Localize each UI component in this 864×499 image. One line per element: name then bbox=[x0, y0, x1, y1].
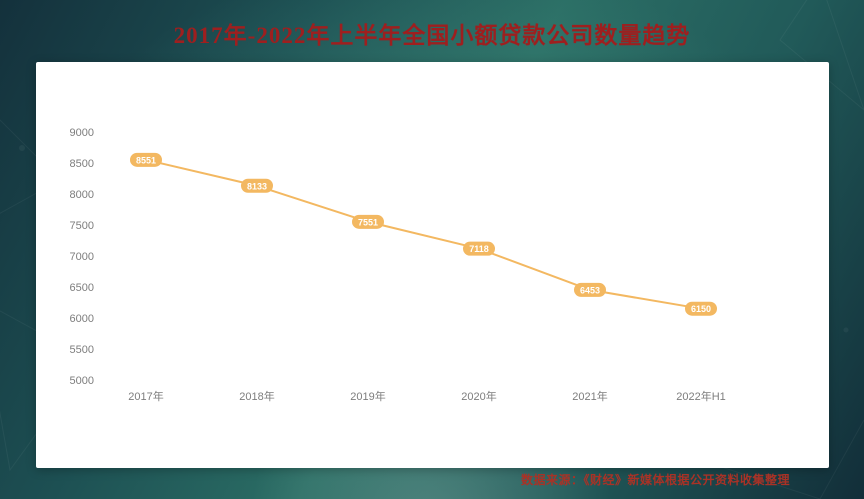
x-axis-label: 2018年 bbox=[239, 389, 274, 403]
y-tick-label: 8500 bbox=[70, 158, 94, 170]
chart-card: 5000 5500 6000 6500 7000 7500 8000 8500 9000 2017… bbox=[36, 62, 829, 468]
svg-text:6150: 6150 bbox=[691, 304, 711, 314]
y-tick-label: 6000 bbox=[70, 313, 94, 325]
x-axis-label: 2019年 bbox=[350, 389, 385, 403]
x-axis-label: 2022年H1 bbox=[676, 389, 726, 403]
x-axis-label: 2017年 bbox=[128, 389, 163, 403]
y-tick-label: 8000 bbox=[70, 189, 94, 201]
svg-text:8133: 8133 bbox=[247, 181, 267, 191]
data-point-label: 6453 bbox=[574, 282, 606, 297]
data-point-label: 8551 bbox=[130, 152, 162, 167]
svg-text:6453: 6453 bbox=[580, 285, 600, 295]
y-tick-label: 7000 bbox=[70, 251, 94, 263]
data-point-label: 6150 bbox=[685, 301, 717, 316]
trend-line bbox=[145, 158, 702, 310]
data-point-label: 7118 bbox=[463, 241, 495, 256]
svg-text:7118: 7118 bbox=[469, 244, 489, 254]
y-tick-label: 5500 bbox=[70, 344, 94, 356]
page-title: 2017年-2022年上半年全国小额贷款公司数量趋势 bbox=[173, 23, 691, 48]
y-tick-label: 6500 bbox=[70, 282, 94, 294]
data-source-caption: 数据来源：《财经》新媒体根据公开资料收集整理 bbox=[520, 473, 790, 487]
y-tick-label: 5000 bbox=[70, 375, 94, 387]
x-axis-label: 2020年 bbox=[461, 389, 496, 403]
data-point-label: 7551 bbox=[352, 214, 384, 229]
x-axis-label: 2021年 bbox=[572, 389, 607, 403]
line-chart: 5000 5500 6000 6500 7000 7500 8000 8500 9000 2017… bbox=[70, 127, 726, 403]
data-point-label: 8133 bbox=[241, 178, 273, 193]
svg-text:8551: 8551 bbox=[136, 155, 156, 165]
y-tick-label: 7500 bbox=[70, 220, 94, 232]
svg-text:7551: 7551 bbox=[358, 217, 378, 227]
y-tick-label: 9000 bbox=[70, 127, 94, 139]
